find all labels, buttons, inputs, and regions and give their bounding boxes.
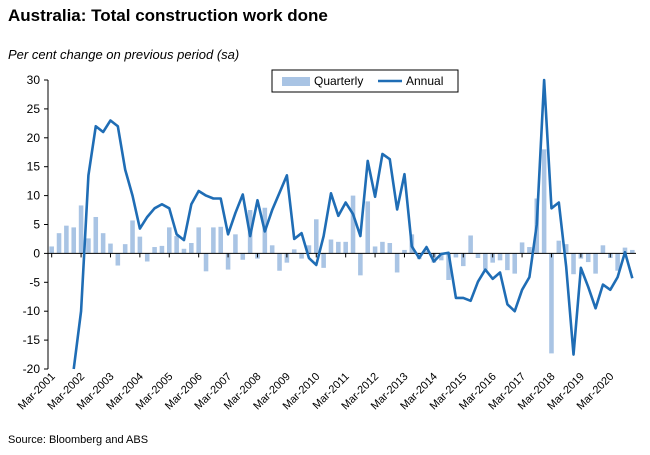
y-tick-label: -5 xyxy=(29,275,40,289)
quarterly-bar xyxy=(336,241,341,254)
quarterly-bar xyxy=(321,253,326,268)
quarterly-bar xyxy=(189,243,194,254)
quarterly-bar xyxy=(144,253,150,262)
quarterly-bar xyxy=(600,245,606,254)
quarterly-bar xyxy=(152,247,157,254)
quarterly-bar xyxy=(108,243,113,254)
quarterly-bar xyxy=(350,195,356,254)
quarterly-bar xyxy=(372,246,378,254)
quarterly-bar xyxy=(380,241,385,254)
quarterly-bar xyxy=(563,244,569,254)
quarterly-bar xyxy=(541,149,547,254)
quarterly-bar xyxy=(306,245,312,254)
quarterly-bar xyxy=(497,253,503,261)
legend-box xyxy=(271,69,459,93)
quarterly-bar xyxy=(314,219,319,254)
quarterly-bar xyxy=(622,247,628,254)
quarterly-bar xyxy=(115,253,121,266)
y-tick-label: -20 xyxy=(23,362,41,376)
quarterly-bar xyxy=(233,234,238,254)
quarterly-bar xyxy=(358,253,363,276)
quarterly-bar xyxy=(122,244,128,254)
legend-quarterly-swatch xyxy=(282,77,310,86)
quarterly-bar xyxy=(225,253,231,270)
quarterly-bar xyxy=(78,205,84,254)
quarterly-bar xyxy=(585,253,591,263)
quarterly-bar xyxy=(527,247,532,254)
chart-title: Australia: Total construction work done xyxy=(8,6,328,25)
y-tick-label: -15 xyxy=(23,333,41,347)
quarterly-bar xyxy=(130,220,135,254)
quarterly-bar xyxy=(203,253,209,272)
quarterly-bar xyxy=(100,233,106,254)
quarterly-bar xyxy=(461,253,466,267)
y-tick-label: 20 xyxy=(27,131,41,145)
quarterly-bar xyxy=(519,242,525,254)
quarterly-bar xyxy=(571,253,576,275)
quarterly-bar xyxy=(277,253,282,271)
chart-subtitle: Per cent change on previous period (sa) xyxy=(8,47,240,62)
quarterly-bar xyxy=(159,245,165,254)
quarterly-bar xyxy=(365,201,371,254)
quarterly-bar xyxy=(343,241,348,254)
quarterly-bar xyxy=(424,250,429,254)
quarterly-bar xyxy=(299,253,304,259)
y-tick-label: 10 xyxy=(27,189,41,203)
y-tick-label: 25 xyxy=(27,102,41,116)
quarterly-bar xyxy=(174,236,179,254)
legend-quarterly-label: Quarterly xyxy=(314,74,363,88)
quarterly-bar xyxy=(284,253,290,263)
y-tick-label: 30 xyxy=(27,73,41,87)
quarterly-bar xyxy=(593,253,598,274)
quarterly-bar xyxy=(71,227,77,254)
y-tick-label: 5 xyxy=(33,218,40,232)
quarterly-bar xyxy=(167,227,172,254)
quarterly-bar xyxy=(240,253,246,260)
quarterly-bar xyxy=(211,227,216,254)
y-tick-label: 0 xyxy=(33,246,40,260)
quarterly-bar xyxy=(394,253,400,273)
y-tick-label: 15 xyxy=(27,160,41,174)
quarterly-bar xyxy=(549,253,554,354)
quarterly-bar xyxy=(218,226,224,254)
quarterly-bar xyxy=(56,233,62,254)
quarterly-bar xyxy=(505,253,510,271)
quarterly-bar xyxy=(490,253,495,263)
quarterly-bar xyxy=(196,227,201,254)
quarterly-bar xyxy=(615,253,620,271)
source-note: Source: Bloomberg and ABS xyxy=(8,434,149,446)
quarterly-bar xyxy=(387,243,393,254)
quarterly-bar xyxy=(483,253,488,270)
quarterly-bar xyxy=(431,253,437,263)
quarterly-bar xyxy=(475,253,481,259)
quarterly-bar xyxy=(446,253,451,280)
quarterly-bar xyxy=(630,249,635,254)
quarterly-bar xyxy=(512,253,518,274)
quarterly-bar xyxy=(93,216,99,254)
quarterly-bar xyxy=(438,253,444,261)
quarterly-bar xyxy=(453,253,459,258)
quarterly-bar xyxy=(181,248,187,254)
quarterly-bar xyxy=(402,249,407,254)
quarterly-bar xyxy=(291,249,297,254)
quarterly-bar xyxy=(64,225,69,254)
y-tick-label: -10 xyxy=(23,304,41,318)
quarterly-bar xyxy=(86,238,91,254)
annual-line xyxy=(72,78,634,370)
quarterly-bar xyxy=(269,245,275,254)
quarterly-bar xyxy=(556,240,562,254)
quarterly-bar xyxy=(49,246,54,254)
quarterly-bar xyxy=(328,239,334,254)
quarterly-bar xyxy=(137,236,143,254)
quarterly-bar xyxy=(468,235,473,254)
legend-annual-label: Annual xyxy=(406,74,443,88)
